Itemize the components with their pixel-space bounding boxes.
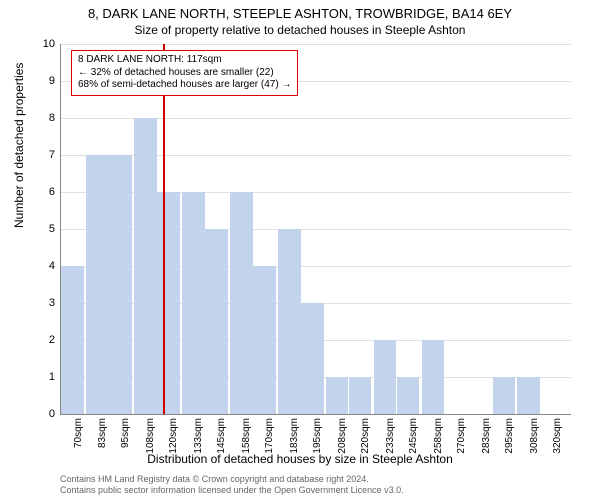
histogram-bar xyxy=(182,192,205,414)
x-tick-label: 145sqm xyxy=(216,418,227,454)
y-tick-label: 10 xyxy=(43,38,55,50)
histogram-bar xyxy=(109,155,132,414)
x-tick-label: 95sqm xyxy=(120,418,131,448)
histogram-bar xyxy=(230,192,253,414)
histogram-bar xyxy=(517,377,540,414)
histogram-bar xyxy=(205,229,228,414)
x-tick-label: 258sqm xyxy=(433,418,444,454)
y-axis-label: Number of detached properties xyxy=(12,63,26,228)
x-tick-label: 295sqm xyxy=(504,418,515,454)
x-tick-label: 70sqm xyxy=(73,418,84,448)
x-tick-label: 195sqm xyxy=(312,418,323,454)
x-tick-label: 120sqm xyxy=(168,418,179,454)
x-tick-label: 320sqm xyxy=(552,418,563,454)
histogram-bar xyxy=(61,266,84,414)
histogram-bar xyxy=(374,340,397,414)
x-tick-label: 83sqm xyxy=(97,418,108,448)
histogram-bar xyxy=(134,118,157,414)
x-tick-label: 170sqm xyxy=(264,418,275,454)
x-tick-label: 183sqm xyxy=(289,418,300,454)
x-tick-label: 108sqm xyxy=(145,418,156,454)
y-tick-label: 9 xyxy=(49,75,55,87)
y-tick-label: 1 xyxy=(49,371,55,383)
x-tick-label: 283sqm xyxy=(481,418,492,454)
y-tick-label: 7 xyxy=(49,149,55,161)
histogram-bar xyxy=(278,229,301,414)
x-tick-label: 308sqm xyxy=(529,418,540,454)
address-title: 8, DARK LANE NORTH, STEEPLE ASHTON, TROW… xyxy=(0,0,600,21)
property-marker-line xyxy=(163,44,165,414)
histogram-plot: 01234567891070sqm83sqm95sqm108sqm120sqm1… xyxy=(60,44,571,415)
histogram-bar xyxy=(397,377,420,414)
x-tick-label: 208sqm xyxy=(337,418,348,454)
x-axis-label: Distribution of detached houses by size … xyxy=(0,452,600,466)
histogram-bar xyxy=(86,155,109,414)
histogram-bar xyxy=(493,377,516,414)
histogram-bar xyxy=(301,303,324,414)
y-tick-label: 8 xyxy=(49,112,55,124)
x-tick-label: 270sqm xyxy=(456,418,467,454)
copyright-line: Contains public sector information licen… xyxy=(60,485,404,496)
histogram-bar xyxy=(157,192,180,414)
y-tick-label: 0 xyxy=(49,408,55,420)
histogram-bar xyxy=(326,377,349,414)
histogram-bar xyxy=(422,340,445,414)
x-tick-label: 245sqm xyxy=(408,418,419,454)
y-tick-label: 3 xyxy=(49,297,55,309)
annotation-line: ← 32% of detached houses are smaller (22… xyxy=(78,67,291,80)
histogram-bar xyxy=(349,377,372,414)
annotation-line: 68% of semi-detached houses are larger (… xyxy=(78,79,291,92)
gridline xyxy=(61,44,571,45)
annotation-box: 8 DARK LANE NORTH: 117sqm← 32% of detach… xyxy=(71,50,298,96)
y-tick-label: 6 xyxy=(49,186,55,198)
histogram-bar xyxy=(253,266,276,414)
chart-subtitle: Size of property relative to detached ho… xyxy=(0,21,600,37)
x-tick-label: 158sqm xyxy=(241,418,252,454)
copyright-line: Contains HM Land Registry data © Crown c… xyxy=(60,474,404,485)
x-tick-label: 220sqm xyxy=(360,418,371,454)
annotation-line: 8 DARK LANE NORTH: 117sqm xyxy=(78,54,291,67)
x-tick-label: 133sqm xyxy=(193,418,204,454)
copyright-notice: Contains HM Land Registry data © Crown c… xyxy=(60,474,404,496)
y-tick-label: 2 xyxy=(49,334,55,346)
x-tick-label: 233sqm xyxy=(385,418,396,454)
y-tick-label: 5 xyxy=(49,223,55,235)
y-tick-label: 4 xyxy=(49,260,55,272)
